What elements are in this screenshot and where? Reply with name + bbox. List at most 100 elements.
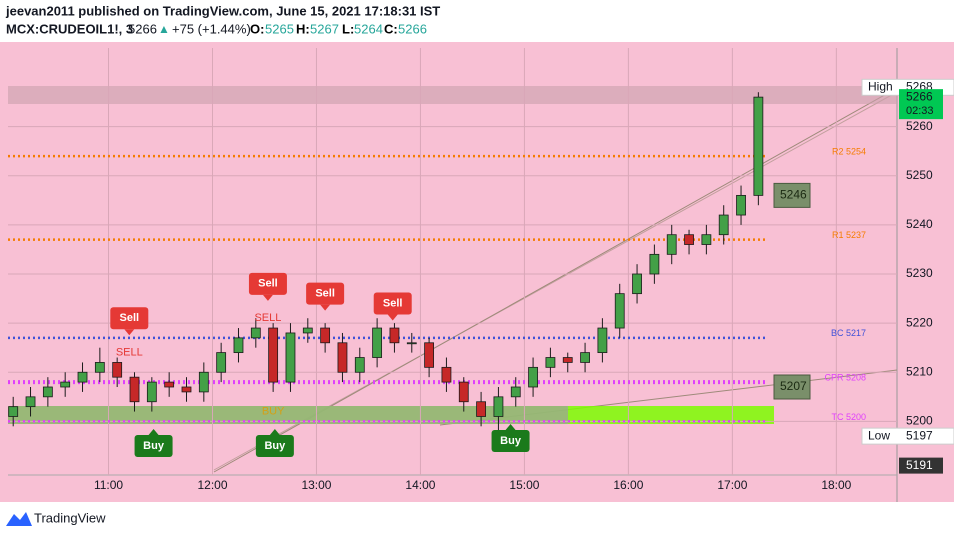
candle-body	[736, 194, 746, 216]
signal-pointer	[320, 304, 331, 311]
last: 5266	[128, 21, 157, 36]
price-tag	[899, 457, 943, 474]
signal-pointer	[387, 314, 398, 321]
level-label: BC 5217	[831, 328, 866, 338]
signal-label: Sell	[315, 288, 335, 300]
c: 5266	[398, 21, 427, 36]
candle-body	[25, 396, 36, 408]
candle-body	[614, 293, 625, 329]
x-tick-label: 18:00	[821, 478, 851, 492]
y-tick-label: 5210	[906, 364, 933, 378]
publisher: jeevan2011 published on TradingView.com,…	[5, 3, 440, 18]
x-tick-label: 11:00	[94, 478, 123, 492]
signal-label: Sell	[120, 312, 140, 324]
candle-body	[112, 362, 123, 378]
candle-body	[562, 357, 573, 363]
price-tag	[861, 427, 954, 445]
price-tag-sub: 02:33	[906, 105, 934, 117]
y-tick-label: 5230	[906, 266, 933, 280]
h: 5267	[310, 21, 339, 36]
signal-text: SELL	[254, 312, 281, 324]
signal-label: Buy	[500, 435, 522, 447]
candle-body	[233, 337, 244, 354]
candle-body	[424, 342, 435, 368]
signal-box	[491, 430, 530, 453]
footer-bg	[0, 502, 954, 537]
signal-label: Buy	[264, 440, 286, 452]
candle-body	[198, 371, 209, 393]
candle-body	[545, 357, 556, 368]
signal-box	[248, 272, 287, 295]
price-tag	[773, 182, 811, 208]
price-tag	[773, 374, 811, 400]
candle-body	[580, 352, 590, 363]
y-tick-label: 5220	[906, 315, 933, 329]
candle-body	[285, 332, 296, 383]
candle-body	[406, 342, 417, 345]
candle-body	[389, 327, 400, 344]
x-tick-label: 15:00	[509, 478, 539, 492]
candle-body	[42, 386, 53, 398]
signal-pointer	[124, 329, 135, 336]
o: 5265	[265, 21, 294, 36]
candle-body	[441, 366, 452, 383]
signal-box	[110, 307, 149, 330]
candle-body	[146, 381, 157, 403]
signal-box	[373, 292, 412, 315]
signal-pointer	[269, 428, 280, 435]
level-label: R2 5254	[832, 146, 866, 156]
signal-text: SELL	[116, 347, 143, 359]
level-label: CPR 5208	[824, 372, 866, 382]
c-label: C:	[384, 21, 398, 36]
candle-body	[77, 371, 88, 383]
candle-body	[649, 253, 660, 275]
price-tag-label: Low	[868, 428, 890, 442]
candle-body	[528, 366, 538, 388]
candle-body	[268, 327, 279, 383]
candle-body	[458, 381, 469, 403]
y-tick-label: 5240	[906, 217, 933, 231]
x-tick-label: 17:00	[717, 478, 747, 492]
price-tag-value: 5197	[906, 428, 933, 442]
brand: TradingView	[34, 510, 106, 525]
signal-box	[306, 282, 345, 305]
arrow: ▲	[158, 22, 170, 36]
signal-label: Sell	[258, 278, 278, 290]
candle-body	[8, 406, 19, 417]
candle-body	[632, 273, 642, 295]
signal-pointer	[148, 428, 159, 435]
signal-pointer	[505, 424, 516, 431]
candle-body	[216, 352, 227, 373]
h-label: H:	[296, 21, 310, 36]
x-tick-label: 14:00	[405, 478, 435, 492]
price-tag-label: 5246	[780, 188, 807, 202]
signal-label: Sell	[383, 297, 403, 309]
candle-body	[181, 386, 192, 393]
level-label: R1 5237	[832, 230, 866, 240]
candle-body	[250, 327, 261, 339]
price-tag-label: High	[868, 79, 893, 93]
candle-body	[354, 357, 365, 373]
candle-body	[129, 376, 140, 403]
signal-pointer	[262, 294, 273, 301]
candle-body	[372, 327, 383, 358]
candle-body	[302, 327, 313, 334]
candle-body	[701, 234, 712, 245]
candle-body	[320, 327, 331, 344]
tv-logo	[6, 512, 32, 526]
signal-text: BUY	[262, 405, 285, 417]
candle-body	[753, 96, 764, 196]
candle-body	[164, 381, 175, 388]
candle-body	[510, 386, 521, 398]
x-tick-label: 12:00	[197, 478, 227, 492]
change: +75 (+1.44%)	[172, 21, 251, 36]
x-tick-label: 16:00	[613, 478, 643, 492]
price-tag	[899, 89, 943, 120]
signal-box	[134, 434, 173, 457]
price-tag-label: 5191	[906, 458, 933, 472]
symbol: MCX:CRUDEOIL1!, 3	[6, 21, 133, 36]
signal-box	[255, 434, 294, 457]
price-tag-label: 5266	[906, 89, 933, 103]
